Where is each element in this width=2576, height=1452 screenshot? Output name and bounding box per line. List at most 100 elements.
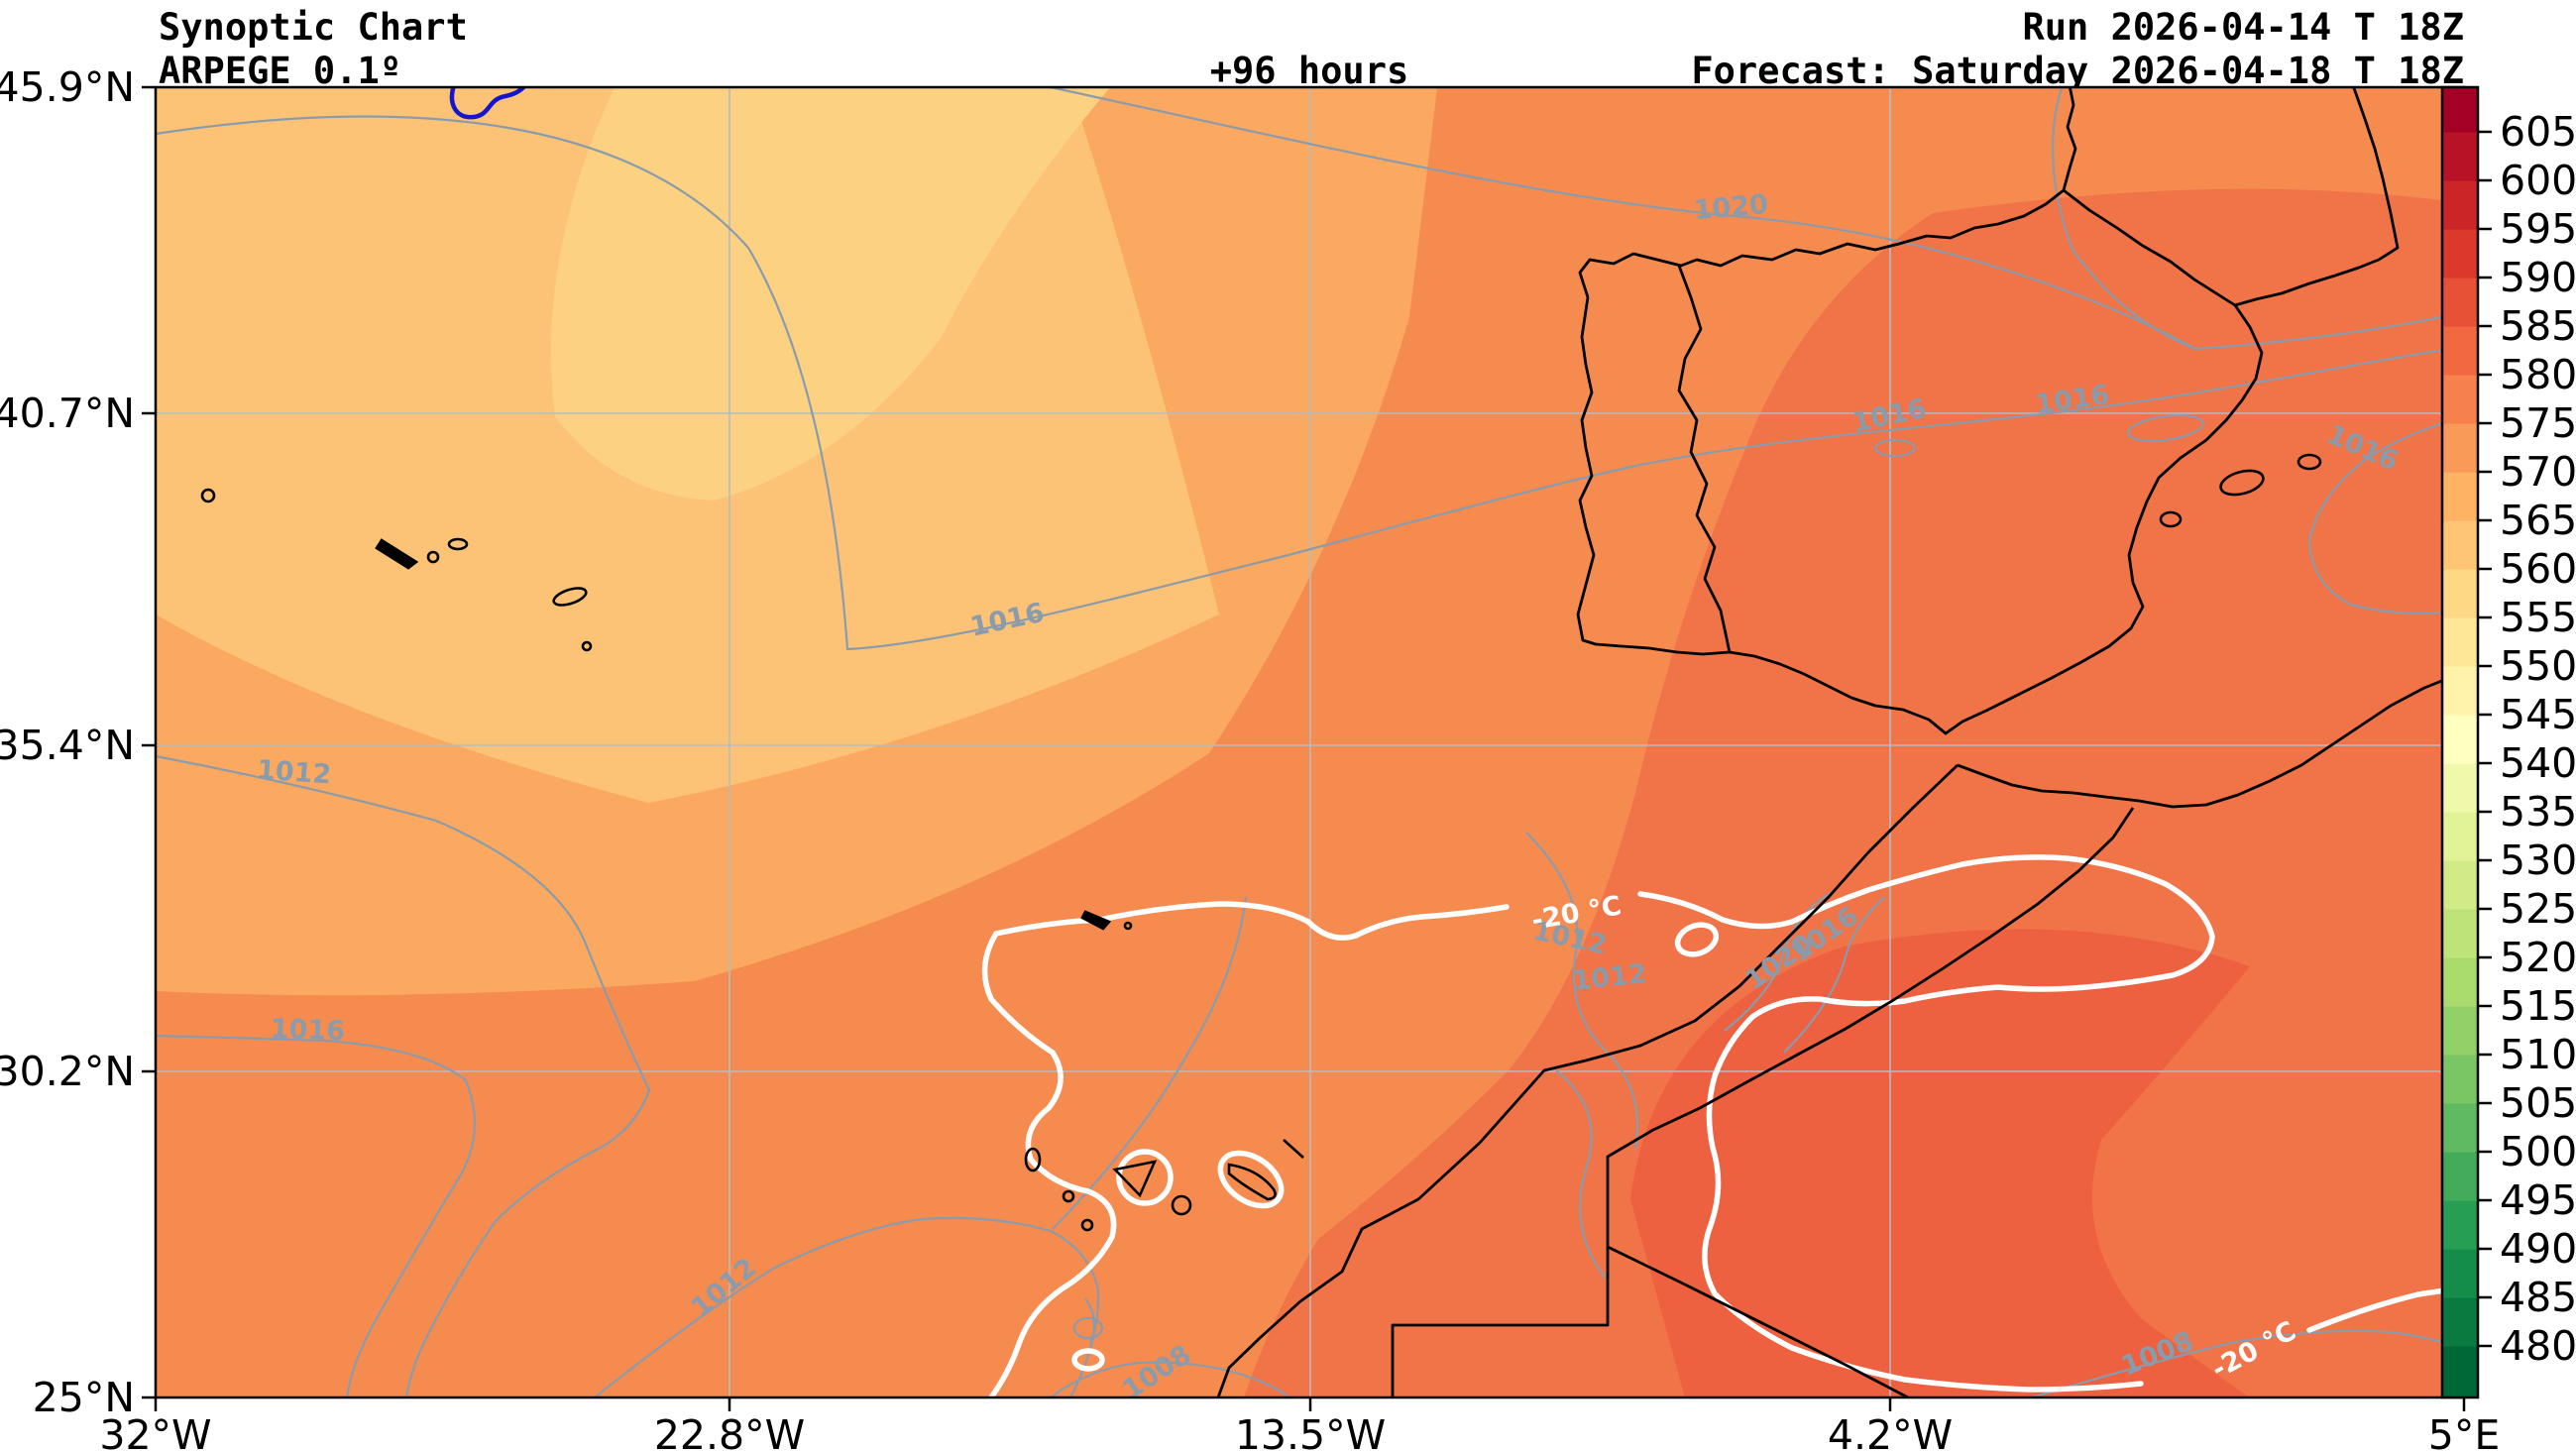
canary-island [1283,1139,1304,1159]
colorbar-tick-label: 595 [2500,205,2576,253]
colorbar-tick-label: 600 [2500,157,2576,204]
colorbar-tick-label: 520 [2500,934,2576,981]
colorbar-tick-label: 510 [2500,1031,2576,1078]
coast-iberia-north [1578,87,2077,298]
azores-island [581,640,593,652]
colorbar-cell [2442,1249,2478,1298]
canary-island [1112,1160,1158,1198]
balearic-island-menorca [2296,453,2322,471]
colorbar-cell [2442,1006,2478,1056]
canary-island [1080,1218,1094,1232]
colorbar-tick-label: 500 [2500,1128,2576,1175]
border-mauritania [1607,1245,1909,1397]
colorbar-tick-label: 515 [2500,982,2576,1030]
colorbar-cell [2442,1346,2478,1398]
run-label: Run 2026-04-14 T 18Z [2022,6,2464,49]
colorbar-tick-label: 505 [2500,1079,2576,1127]
islands [200,453,2322,1232]
colorbar-cell [2442,1297,2478,1347]
madeira-island [1080,910,1112,931]
coast-france-spain-med [1576,87,2400,735]
colorbar-tick-label: 485 [2500,1274,2576,1321]
border-pyrenees [2063,188,2236,307]
graticule [156,87,2464,1397]
colorbar-cell [2442,812,2478,861]
fill-band-darkest [1630,929,2250,1397]
colorbar-cell [2442,375,2478,424]
canary-island [1062,1189,1075,1203]
isobar-label: 1016 [270,1014,345,1048]
colorbar-cell [2442,1103,2478,1153]
colorbar: 4804854904955005055105155205255305355405… [2440,85,2576,1399]
x-axis-labels: 32°W 22.8°W 13.5°W 4.2°W 5°E [99,1411,2500,1452]
colorbar-cell [2442,1152,2478,1201]
lead-time-label: +96 hours [1209,50,1409,92]
model-label: ARPEGE 0.1º [159,50,402,92]
colorbar-cell [2442,1200,2478,1250]
canary-island [1227,1163,1277,1201]
canary-island [1171,1194,1192,1216]
azores-island [447,537,469,551]
colorbar-tick-label: 525 [2500,885,2576,933]
y-tick-label: 25°N [33,1374,135,1421]
colorbar-tick-label: 570 [2500,448,2576,496]
colorbar-cell [2442,569,2478,618]
fill-band-dark [1244,188,2464,1397]
colorbar-cell [2442,472,2478,521]
y-tick-label: 45.9°N [0,63,135,111]
border-west-sahara [1391,807,2135,1397]
colorbar-tick-label: 605 [2500,108,2576,156]
axis-ticks [142,85,2466,1411]
colorbar-tick-label: 540 [2500,739,2576,787]
balearic-island-ibiza [2159,510,2183,528]
border-portugal-spain [1677,265,1732,653]
colorbar-tick-label: 580 [2500,351,2576,398]
y-tick-label: 40.7°N [0,390,135,437]
colorbar-cell [2442,666,2478,716]
colorbar-cell [2442,617,2478,667]
colorbar-cell [2442,763,2478,813]
colorbar-tick-label: 490 [2500,1225,2576,1273]
canary-island [1024,1147,1042,1173]
coastlines [1216,87,2464,1397]
azores-island [375,538,419,570]
y-axis-labels: 45.9°N 40.7°N 35.4°N 30.2°N 25°N [0,63,135,1421]
colorbar-cell [2442,229,2478,279]
x-tick-label: 32°W [99,1411,211,1452]
fill-band-lightest [551,87,1110,501]
colorbar-cell [2442,715,2478,764]
colorbar-tick-label: 480 [2500,1322,2576,1370]
madeira-island [1123,921,1133,931]
fill-bands [156,87,2464,1397]
y-tick-label: 35.4°N [0,722,135,769]
colorbar-tick-label: 590 [2500,254,2576,301]
y-tick-label: 30.2°N [0,1048,135,1095]
isobar-contours [156,87,2464,1397]
colorbar-cell [2442,1055,2478,1104]
azores-island [552,587,588,607]
colorbar-tick-label: 585 [2500,302,2576,350]
chart-title: Synoptic Chart [159,6,468,49]
colorbar-tick-label: 545 [2500,691,2576,738]
coast-africa-west [1216,763,1959,1397]
isobar-label: 1020 [1692,189,1769,226]
colorbar-cell [2442,180,2478,230]
x-tick-label: 13.5°W [1235,1411,1386,1452]
colorbar-cell [2442,132,2478,181]
azores-island [200,488,216,503]
colorbar-tick-label: 565 [2500,497,2576,544]
colorbar-tick-label: 550 [2500,642,2576,690]
colorbar-tick-label: 555 [2500,594,2576,641]
colorbar-cell [2442,957,2478,1007]
coast-africa-north [1957,670,2464,809]
colorbar-cell [2442,520,2478,570]
colorbar-border [2440,85,2480,1399]
colorbar-tick-label: 495 [2500,1176,2576,1224]
balearic-island-mallorca [2219,469,2265,497]
colorbar-tick-label: 535 [2500,788,2576,836]
colorbar-cell [2442,860,2478,910]
colorbar-tick-label: 530 [2500,837,2576,884]
